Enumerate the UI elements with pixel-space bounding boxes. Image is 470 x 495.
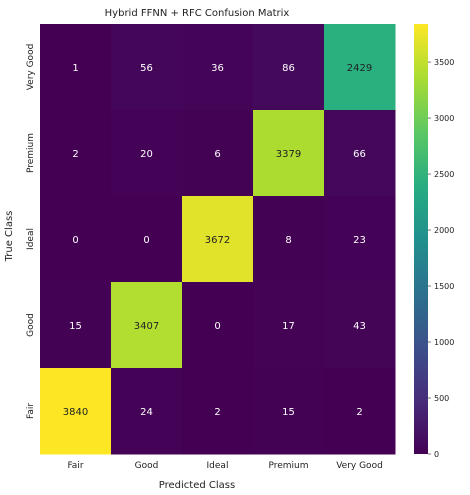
colorbar-tick-label: 2500 xyxy=(434,170,454,179)
y-tick-label: Ideal xyxy=(26,228,36,250)
colorbar-tick-label: 2000 xyxy=(434,226,454,235)
heatmap-cell-label: 56 xyxy=(140,63,153,74)
heatmap-cell-label: 8 xyxy=(285,235,291,246)
heatmap-cell xyxy=(40,196,112,283)
y-axis-label: True Class xyxy=(4,211,15,263)
heatmap-cell-label: 3407 xyxy=(134,321,159,332)
heatmap-cell-label: 0 xyxy=(72,235,78,246)
colorbar-tick-label: 1000 xyxy=(434,338,454,347)
heatmap-cell-label: 0 xyxy=(214,321,220,332)
heatmap-cell-label: 15 xyxy=(69,321,82,332)
heatmap-cell xyxy=(324,24,396,111)
heatmap-cell xyxy=(40,110,112,197)
colorbar-tick-label: 3000 xyxy=(434,114,454,123)
heatmap-cell-label: 15 xyxy=(282,407,295,418)
heatmap-cell xyxy=(182,368,254,455)
heatmap-cell xyxy=(111,196,183,283)
y-tick-label: Premium xyxy=(26,133,36,173)
heatmap-cell-labels: 1 56 36 86 2429 2 20 6 3379 66 0 0 3672 8 23 15 3407 0 17 4… xyxy=(63,63,372,418)
heatmap-cell xyxy=(324,282,396,369)
x-axis-label: Predicted Class xyxy=(159,480,235,491)
heatmap-cell xyxy=(111,368,183,455)
colorbar-tick-label: 0 xyxy=(434,450,439,459)
y-tick-label: Good xyxy=(26,313,36,337)
heatmap-cell xyxy=(324,368,396,455)
heatmap-cell-label: 20 xyxy=(140,149,153,160)
heatmap-cell-label: 2 xyxy=(214,407,220,418)
heatmap-cell xyxy=(324,196,396,283)
heatmap-cell xyxy=(111,24,183,111)
heatmap-cells xyxy=(40,24,396,455)
heatmap-cell xyxy=(253,282,325,369)
heatmap-cell xyxy=(40,368,112,455)
heatmap-cell xyxy=(111,282,183,369)
heatmap-cell xyxy=(253,196,325,283)
heatmap-cell xyxy=(253,110,325,197)
heatmap-cell-label: 1 xyxy=(72,63,78,74)
colorbar-tick-labels: 0 500 1000 1500 2000 2500 3000 3500 xyxy=(428,58,454,459)
heatmap-cell xyxy=(40,24,112,111)
heatmap-cell xyxy=(182,196,254,283)
x-axis-tick-labels: Fair Good Ideal Premium Very Good xyxy=(67,461,382,471)
colorbar-tick-label: 500 xyxy=(434,394,449,403)
heatmap-cell-label: 66 xyxy=(353,149,366,160)
chart-title: Hybrid FFNN + RFC Confusion Matrix xyxy=(105,8,290,19)
y-axis-tick-labels: Very Good Premium Ideal Good Fair xyxy=(26,44,36,419)
heatmap-cell-label: 36 xyxy=(211,63,224,74)
colorbar-tick-label: 3500 xyxy=(434,58,454,67)
heatmap-cell xyxy=(182,24,254,111)
x-tick-label: Good xyxy=(135,461,159,471)
heatmap-cell-label: 86 xyxy=(282,63,295,74)
x-tick-label: Premium xyxy=(268,461,308,471)
colorbar-tick-label: 1500 xyxy=(434,282,454,291)
colorbar xyxy=(414,24,428,454)
y-tick-label: Very Good xyxy=(26,44,36,91)
heatmap-cell-label: 3379 xyxy=(276,149,301,160)
heatmap-cell-label: 3672 xyxy=(205,235,230,246)
heatmap-cell xyxy=(182,110,254,197)
x-tick-label: Fair xyxy=(67,461,83,471)
heatmap-cell xyxy=(324,110,396,197)
heatmap-cell-label: 2 xyxy=(72,149,78,160)
heatmap-cell-label: 24 xyxy=(140,407,153,418)
heatmap-cell-label: 2 xyxy=(356,407,362,418)
heatmap-cell xyxy=(253,24,325,111)
heatmap-cell-label: 3840 xyxy=(63,407,88,418)
heatmap-cell xyxy=(111,110,183,197)
heatmap-cell-label: 17 xyxy=(282,321,295,332)
heatmap-cell xyxy=(40,282,112,369)
x-tick-label: Very Good xyxy=(336,461,383,471)
y-tick-label: Fair xyxy=(26,403,36,419)
heatmap-cell-label: 2429 xyxy=(347,63,372,74)
x-tick-label: Ideal xyxy=(207,461,229,471)
heatmap-cell xyxy=(182,282,254,369)
heatmap-cell-label: 6 xyxy=(214,149,220,160)
heatmap-cell-label: 43 xyxy=(353,321,366,332)
heatmap-cell-label: 0 xyxy=(143,235,149,246)
heatmap-cell xyxy=(253,368,325,455)
heatmap-cell-label: 23 xyxy=(353,235,366,246)
